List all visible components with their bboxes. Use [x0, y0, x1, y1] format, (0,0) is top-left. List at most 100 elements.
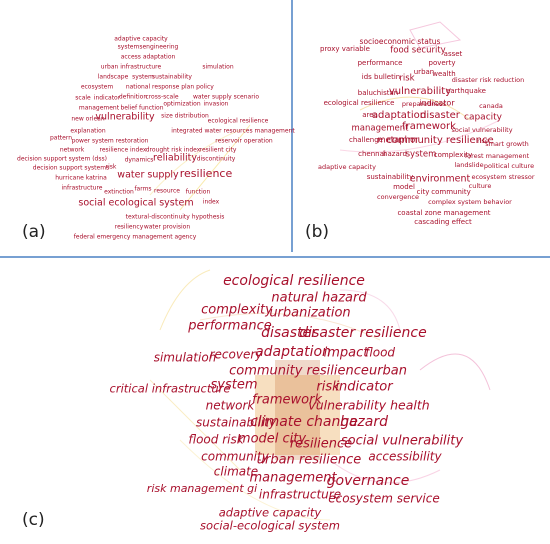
term: ecological resilience — [324, 99, 395, 107]
term: proxy variable — [320, 45, 370, 53]
term: model city — [238, 432, 306, 447]
term: vulnerability health — [308, 398, 429, 413]
term: extinction — [104, 189, 134, 196]
term: urban — [414, 68, 434, 76]
term: social ecological system — [78, 198, 193, 209]
term: management — [249, 471, 337, 486]
term: canada — [479, 102, 503, 110]
term: disaster — [420, 110, 461, 121]
term: disaster — [261, 325, 318, 341]
term: urban — [369, 364, 407, 379]
term: reliability — [153, 153, 197, 164]
term: infrastructure — [259, 488, 341, 502]
term: power system restoration — [72, 138, 149, 145]
term: vulnerability — [95, 112, 155, 123]
term: textural-discontinuity hypothesis — [126, 214, 225, 221]
term: reservoir operation — [215, 138, 273, 145]
term: area — [362, 111, 378, 119]
term: systemsengineering — [118, 44, 179, 51]
term: convergence — [377, 193, 419, 201]
term: network — [206, 399, 256, 413]
term: natural hazard — [271, 291, 367, 306]
term: capacity — [464, 113, 503, 123]
term: network — [60, 147, 85, 154]
term: risk — [316, 380, 340, 395]
term: system — [211, 378, 258, 393]
term: culture — [469, 182, 492, 190]
network-edges — [149, 21, 501, 521]
term: metaphor — [377, 136, 419, 146]
term: community — [431, 188, 470, 196]
term: chennai — [358, 150, 386, 158]
term: community resilience — [229, 364, 369, 379]
term: management — [352, 124, 410, 134]
term: flood — [365, 346, 395, 360]
term: resilient city — [200, 147, 237, 154]
term: vulnerability — [389, 86, 451, 97]
term: political culture — [484, 162, 534, 170]
term: asset — [444, 50, 463, 58]
term: social vulnerability — [341, 434, 463, 449]
term: water supply — [117, 170, 179, 181]
term: new orlean — [71, 116, 104, 123]
term: invasion — [204, 101, 229, 108]
term: discontinuity — [197, 156, 236, 163]
panel-label: (a) — [22, 222, 46, 242]
term: earthquake — [446, 87, 486, 95]
term: ecosystem service — [328, 492, 440, 506]
term: smart growth — [485, 140, 529, 148]
term: sustainability — [152, 74, 192, 81]
term: adaptation — [255, 344, 331, 360]
term: belief function — [120, 105, 163, 112]
term: disaster risk reduction — [452, 76, 524, 84]
term: drought risk index — [146, 147, 201, 154]
term: urban resilience — [257, 453, 362, 468]
term: ecological resilience — [223, 273, 365, 289]
term: disaster resilience — [299, 325, 426, 341]
term: food security — [390, 46, 445, 56]
term: framework — [402, 121, 456, 132]
term: explanation — [70, 128, 105, 135]
term: socioeconomic status — [360, 37, 441, 46]
term: management — [79, 105, 120, 112]
term: resilience — [290, 437, 352, 452]
term: community resilience — [386, 135, 493, 146]
term: pattern — [50, 135, 72, 142]
term: system — [132, 74, 154, 81]
term-layer: (a) adaptive capacity systemsengineering ac… — [17, 36, 535, 533]
term: resiliency — [115, 224, 144, 231]
term: climate change — [250, 414, 358, 430]
term: critical infrastructure — [110, 382, 231, 396]
term: optimization — [163, 101, 201, 108]
term: preparedness — [402, 100, 447, 108]
term: climate — [214, 465, 258, 479]
term: adaptive capacity — [219, 506, 322, 520]
term: governance — [327, 473, 410, 489]
term: landscape — [98, 74, 129, 81]
term: sustainability — [367, 173, 414, 181]
term: risk — [106, 164, 117, 171]
term: dynamics — [125, 157, 154, 164]
panel-label: (b) — [305, 222, 329, 242]
term: complex system behavior — [428, 198, 512, 206]
term: performance — [187, 319, 271, 334]
term: access adaptation — [121, 54, 176, 61]
term: sustainability — [196, 416, 277, 430]
term: system — [406, 150, 437, 160]
edge-cluster — [255, 375, 340, 455]
term: impact — [324, 346, 370, 361]
term: hazard — [383, 150, 407, 158]
term: farms — [134, 186, 151, 193]
term: ecological resilience — [208, 118, 269, 125]
term: forest management — [465, 152, 530, 160]
term: ecosystem stressor — [471, 173, 534, 181]
term: water provision — [144, 224, 190, 231]
term: function — [186, 189, 211, 196]
term: performance — [358, 59, 403, 67]
term: community — [201, 450, 270, 464]
term: landslide — [454, 161, 483, 169]
term: indicator — [419, 99, 455, 108]
term: poverty — [429, 59, 456, 67]
term: city — [417, 188, 430, 196]
